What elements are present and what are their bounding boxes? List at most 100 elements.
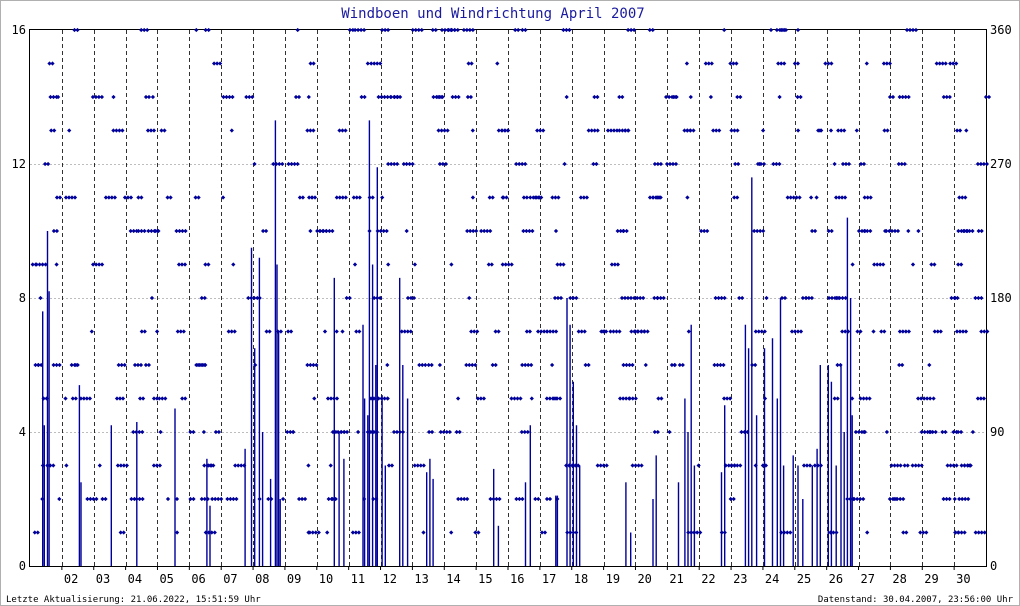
direction-point — [718, 362, 723, 368]
direction-point — [641, 295, 646, 301]
direction-point — [586, 128, 591, 133]
direction-point — [231, 496, 236, 502]
direction-point — [753, 362, 758, 368]
direction-point — [667, 429, 672, 435]
direction-point — [305, 362, 310, 368]
direction-point — [962, 463, 967, 468]
direction-point — [850, 262, 855, 267]
direction-point — [858, 396, 863, 401]
direction-point — [352, 262, 358, 267]
direction-point — [229, 128, 234, 133]
direction-point — [312, 396, 317, 401]
direction-point — [550, 195, 555, 200]
direction-point — [919, 429, 924, 435]
direction-point — [867, 396, 872, 401]
direction-point — [136, 228, 141, 234]
direction-point — [682, 128, 687, 133]
direction-point — [417, 362, 422, 368]
direction-point — [381, 228, 386, 234]
x-tick-label: 12 — [383, 572, 397, 586]
direction-point — [761, 228, 766, 234]
direction-point — [831, 530, 836, 535]
direction-point — [299, 496, 305, 502]
direction-point — [464, 362, 469, 368]
x-tick-label: 08 — [255, 572, 269, 586]
direction-point — [752, 228, 757, 234]
direction-point — [260, 228, 266, 234]
direction-point — [156, 228, 161, 234]
direction-point — [316, 530, 321, 535]
direction-point — [530, 228, 535, 234]
direction-point — [826, 295, 832, 301]
direction-point — [834, 295, 839, 301]
direction-point — [571, 295, 576, 301]
direction-point — [581, 195, 587, 200]
direction-point — [892, 228, 898, 234]
x-tick-label: 09 — [287, 572, 301, 586]
x-tick-label: 02 — [64, 572, 78, 586]
direction-point — [317, 228, 322, 234]
direction-point — [137, 396, 143, 401]
direction-point — [203, 27, 208, 33]
direction-point — [325, 396, 331, 401]
direction-point — [165, 195, 170, 200]
direction-point — [524, 195, 530, 200]
direction-point — [474, 228, 479, 234]
direction-point — [735, 128, 740, 133]
direction-point — [589, 128, 594, 133]
direction-point — [420, 362, 425, 368]
direction-point — [334, 396, 340, 401]
direction-point — [956, 530, 961, 535]
direction-point — [140, 429, 145, 435]
direction-point — [468, 228, 473, 234]
direction-point — [131, 429, 136, 435]
direction-point — [209, 463, 214, 468]
direction-point — [962, 530, 967, 535]
direction-point — [175, 329, 180, 334]
direction-point — [476, 530, 481, 535]
direction-point — [913, 463, 918, 468]
direction-point — [515, 396, 520, 401]
direction-point — [519, 429, 524, 435]
direction-point — [788, 530, 793, 535]
direction-point — [624, 362, 629, 368]
direction-point — [153, 228, 158, 234]
direction-point — [177, 228, 182, 234]
direction-point — [837, 295, 842, 301]
direction-point — [111, 94, 116, 100]
direction-point — [456, 496, 461, 502]
direction-point — [895, 228, 901, 234]
direction-point — [300, 195, 306, 200]
direction-point — [836, 128, 841, 133]
direction-point — [247, 94, 252, 100]
direction-point — [639, 463, 644, 468]
direction-point — [721, 362, 726, 368]
direction-point — [159, 128, 164, 133]
direction-point — [193, 195, 198, 200]
direction-point — [176, 262, 182, 267]
direction-point — [441, 429, 446, 435]
direction-point — [622, 295, 628, 301]
direction-series — [30, 27, 992, 535]
direction-point — [395, 161, 400, 167]
direction-point — [407, 161, 412, 167]
direction-point — [672, 362, 677, 368]
direction-point — [728, 496, 733, 502]
direction-point — [202, 463, 207, 468]
direction-point — [976, 228, 981, 234]
direction-point — [504, 195, 509, 200]
direction-point — [699, 228, 704, 234]
direction-point — [984, 161, 990, 167]
direction-point — [957, 195, 962, 200]
direction-point — [677, 362, 682, 368]
direction-point — [943, 429, 948, 435]
direction-point — [685, 195, 690, 200]
direction-point — [137, 496, 142, 502]
direction-point — [344, 429, 350, 435]
x-tick-label: 19 — [606, 572, 620, 586]
direction-point — [148, 128, 154, 133]
direction-point — [503, 262, 508, 267]
direction-point — [899, 161, 904, 167]
direction-point — [289, 161, 294, 167]
x-tick-label: 16 — [510, 572, 524, 586]
